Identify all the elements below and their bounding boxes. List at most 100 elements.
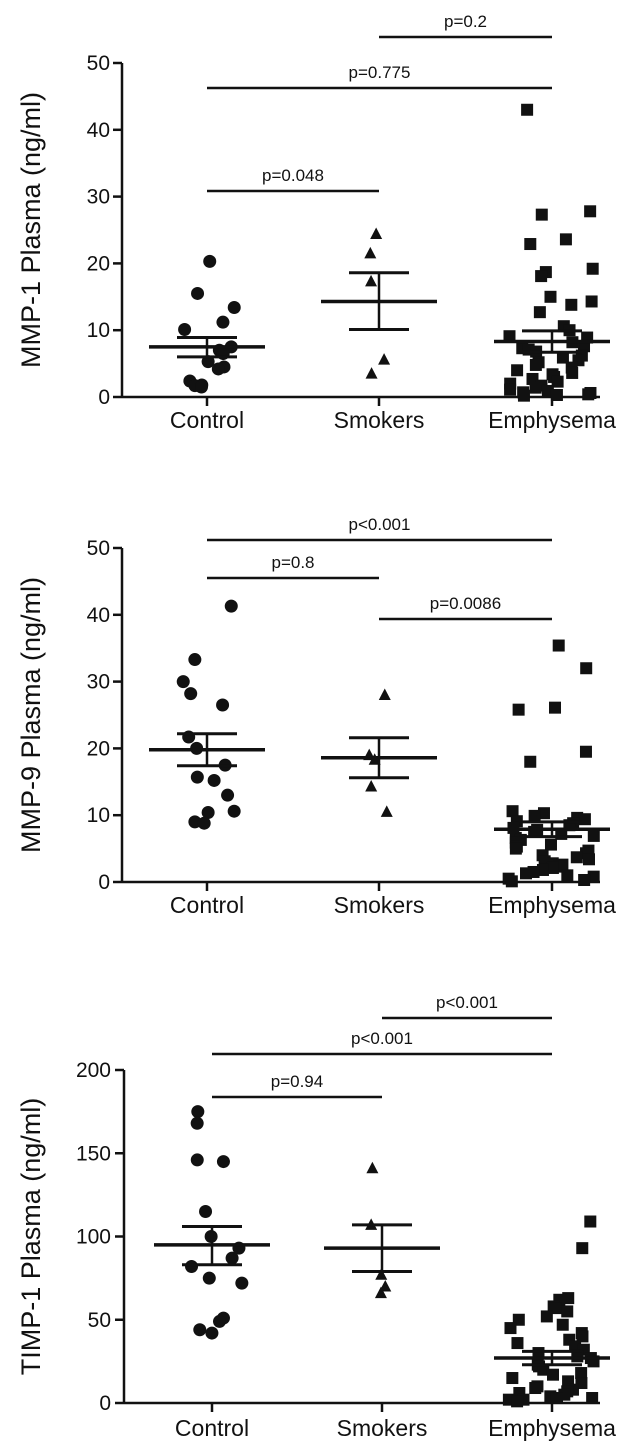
- data-point-square: [550, 388, 563, 401]
- data-point-square: [587, 829, 600, 842]
- data-point-square: [511, 1337, 524, 1350]
- data-point-square: [533, 306, 546, 319]
- x-tick-label: Control: [170, 892, 244, 918]
- data-point-square: [549, 1302, 562, 1315]
- data-point-square: [524, 238, 537, 251]
- p-value-label: p=0.775: [349, 63, 411, 82]
- y-tick-label: 0: [99, 1392, 111, 1415]
- data-point-circle: [216, 698, 230, 712]
- y-tick-label: 20: [87, 252, 110, 275]
- data-point-square: [587, 870, 600, 883]
- data-point-square: [511, 1395, 524, 1408]
- data-point-square: [559, 233, 572, 246]
- y-tick-label: 0: [98, 386, 110, 409]
- p-value-label: p=0.2: [444, 12, 487, 31]
- data-point-square: [584, 205, 597, 218]
- y-axis-title: MMP-9 Plasma (ng/ml): [16, 577, 46, 853]
- data-point-square: [549, 701, 562, 714]
- data-point-circle: [225, 1251, 239, 1265]
- y-tick-label: 100: [76, 1226, 111, 1249]
- x-tick-label: Smokers: [337, 1415, 428, 1441]
- data-point-circle: [185, 1259, 199, 1273]
- data-point-square: [544, 838, 557, 851]
- p-value-label: p<0.001: [349, 515, 411, 534]
- data-point-square: [529, 1382, 542, 1395]
- data-point-circle: [188, 653, 202, 667]
- data-point-square: [584, 1215, 597, 1228]
- chart-panel-3: 0 50 100 150 200 Control Smokers Emphysema TIMP-…: [16, 993, 616, 1441]
- data-point-square: [541, 384, 554, 397]
- data-point-square: [582, 853, 595, 866]
- data-point-triangle: [366, 1161, 379, 1174]
- data-point-square: [550, 1392, 563, 1405]
- data-point-triangle: [364, 246, 377, 259]
- data-point-square: [540, 1310, 553, 1323]
- data-point-circle: [178, 323, 192, 337]
- data-point-square: [576, 1330, 589, 1343]
- data-point-square: [585, 295, 598, 308]
- data-point-square: [517, 389, 530, 402]
- y-tick-label: 150: [76, 1142, 111, 1165]
- data-point-circle: [216, 315, 230, 329]
- data-point-square: [524, 755, 537, 768]
- data-point-square: [504, 377, 517, 390]
- data-point-circle: [212, 1314, 226, 1328]
- data-point-square: [512, 703, 525, 716]
- data-point-square: [552, 639, 565, 652]
- data-point-square: [565, 298, 578, 311]
- y-tick-label: 30: [87, 186, 110, 209]
- data-point-square: [535, 208, 548, 221]
- data-point-square: [556, 1318, 569, 1331]
- y-tick-label: 200: [76, 1059, 111, 1082]
- data-point-circle: [202, 1271, 216, 1285]
- data-point-square: [556, 351, 569, 364]
- data-point-square: [503, 330, 516, 343]
- data-point-circle: [191, 286, 205, 300]
- y-tick-label: 0: [98, 871, 110, 894]
- y-tick-label: 10: [87, 804, 110, 827]
- data-point-triangle: [378, 353, 391, 365]
- data-point-circle: [184, 687, 198, 701]
- data-point-square: [551, 375, 564, 388]
- data-point-circle: [190, 1116, 204, 1130]
- data-point-triangle: [374, 1286, 387, 1299]
- data-point-square: [586, 1392, 599, 1405]
- data-point-square: [529, 358, 542, 371]
- y-tick-label: 40: [87, 119, 110, 142]
- data-point-square: [537, 807, 550, 820]
- p-value-label: p<0.001: [436, 993, 498, 1012]
- p-value-label: p=0.048: [262, 166, 324, 185]
- data-point-square: [578, 873, 591, 886]
- data-point-square: [561, 869, 574, 882]
- data-point-triangle: [365, 367, 378, 379]
- data-point-circle: [190, 1153, 204, 1167]
- data-point-square: [510, 815, 523, 828]
- data-point-square: [536, 863, 549, 876]
- data-point-triangle: [365, 779, 378, 792]
- chart-panel-2: 0 10 20 30 40 50 Control Smokers Emphysema MMP-9 …: [16, 515, 616, 918]
- data-point-square: [535, 270, 548, 283]
- data-point-square: [521, 103, 534, 116]
- data-point-square: [537, 1363, 550, 1376]
- data-point-circle: [221, 788, 235, 802]
- x-tick-label: Emphysema: [488, 407, 616, 433]
- chart-panel-1: 0 10 20 30 40 50 Control Smokers Emphysema MMP-1 …: [16, 12, 616, 433]
- p-value-label: p=0.8: [271, 553, 314, 572]
- data-point-square: [528, 809, 541, 822]
- data-point-square: [504, 383, 517, 396]
- data-point-square: [546, 861, 559, 874]
- data-point-square: [519, 867, 532, 880]
- data-point-square: [546, 1368, 559, 1381]
- data-point-circle: [191, 1105, 205, 1119]
- data-point-circle: [205, 1326, 219, 1340]
- y-tick-label: 20: [87, 737, 110, 760]
- y-axis-title: TIMP-1 Plasma (ng/ml): [16, 1098, 46, 1376]
- data-point-square: [579, 745, 592, 758]
- y-tick-label: 10: [87, 319, 110, 342]
- y-tick-label: 50: [87, 52, 110, 75]
- y-axis-title: MMP-1 Plasma (ng/ml): [16, 92, 46, 368]
- data-point-triangle: [375, 1268, 388, 1280]
- data-point-square: [566, 366, 579, 379]
- data-point-circle: [176, 675, 190, 689]
- data-point-square: [506, 805, 519, 818]
